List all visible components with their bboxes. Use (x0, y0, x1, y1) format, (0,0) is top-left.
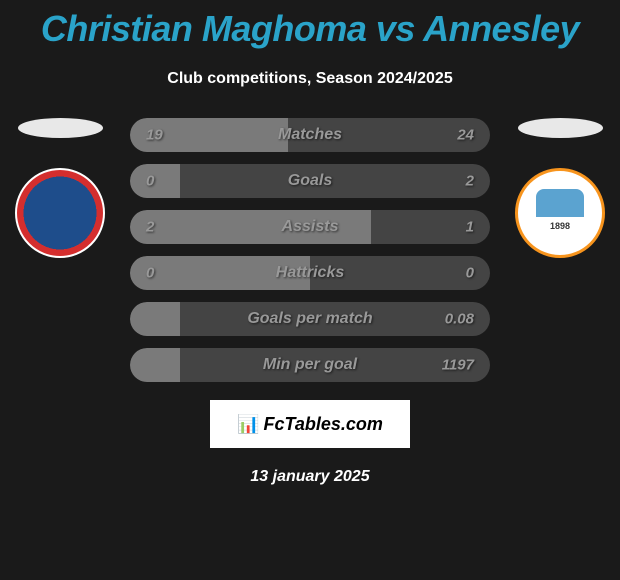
content-row: 19 Matches 24 0 Goals 2 2 Assists 1 0 Hattricks 0 Go… (0, 118, 620, 382)
stat-fill-left (130, 348, 180, 382)
page-subtitle: Club competitions, Season 2024/2025 (167, 70, 452, 88)
stat-value-right: 1 (466, 219, 474, 236)
right-club-badge (515, 168, 605, 258)
page-title: Christian Maghoma vs Annesley (41, 8, 579, 50)
stat-fill-left (130, 164, 180, 198)
stat-label: Hattricks (276, 264, 344, 282)
stat-label: Matches (278, 126, 342, 144)
stat-fill-left (130, 302, 180, 336)
stat-label: Assists (282, 218, 339, 236)
stat-value-right: 24 (457, 127, 474, 144)
stat-value-right: 1197 (442, 357, 474, 374)
stat-row: 19 Matches 24 (130, 118, 490, 152)
brand-logo: 📊 FcTables.com (210, 400, 410, 448)
left-team-col (10, 118, 110, 258)
date-text: 13 january 2025 (250, 468, 369, 486)
stat-row: 0 Hattricks 0 (130, 256, 490, 290)
brand-text: FcTables.com (264, 414, 383, 435)
stat-row: Goals per match 0.08 (130, 302, 490, 336)
stat-value-left: 19 (146, 127, 163, 144)
stat-value-right: 2 (466, 173, 474, 190)
right-ellipse (518, 118, 603, 138)
stat-label: Goals per match (247, 310, 372, 328)
stat-label: Min per goal (263, 356, 357, 374)
stat-label: Goals (288, 172, 332, 190)
stats-column: 19 Matches 24 0 Goals 2 2 Assists 1 0 Hattricks 0 Go… (110, 118, 510, 382)
left-ellipse (18, 118, 103, 138)
stat-value-left: 2 (146, 219, 154, 236)
stat-value-right: 0 (466, 265, 474, 282)
chart-icon: 📊 (237, 414, 259, 435)
stat-row: Min per goal 1197 (130, 348, 490, 382)
stat-value-left: 0 (146, 265, 154, 282)
left-club-badge (15, 168, 105, 258)
right-team-col (510, 118, 610, 258)
stat-row: 2 Assists 1 (130, 210, 490, 244)
stat-value-right: 0.08 (445, 311, 474, 328)
stat-value-left: 0 (146, 173, 154, 190)
main-container: Christian Maghoma vs Annesley Club compe… (0, 0, 620, 580)
stat-row: 0 Goals 2 (130, 164, 490, 198)
